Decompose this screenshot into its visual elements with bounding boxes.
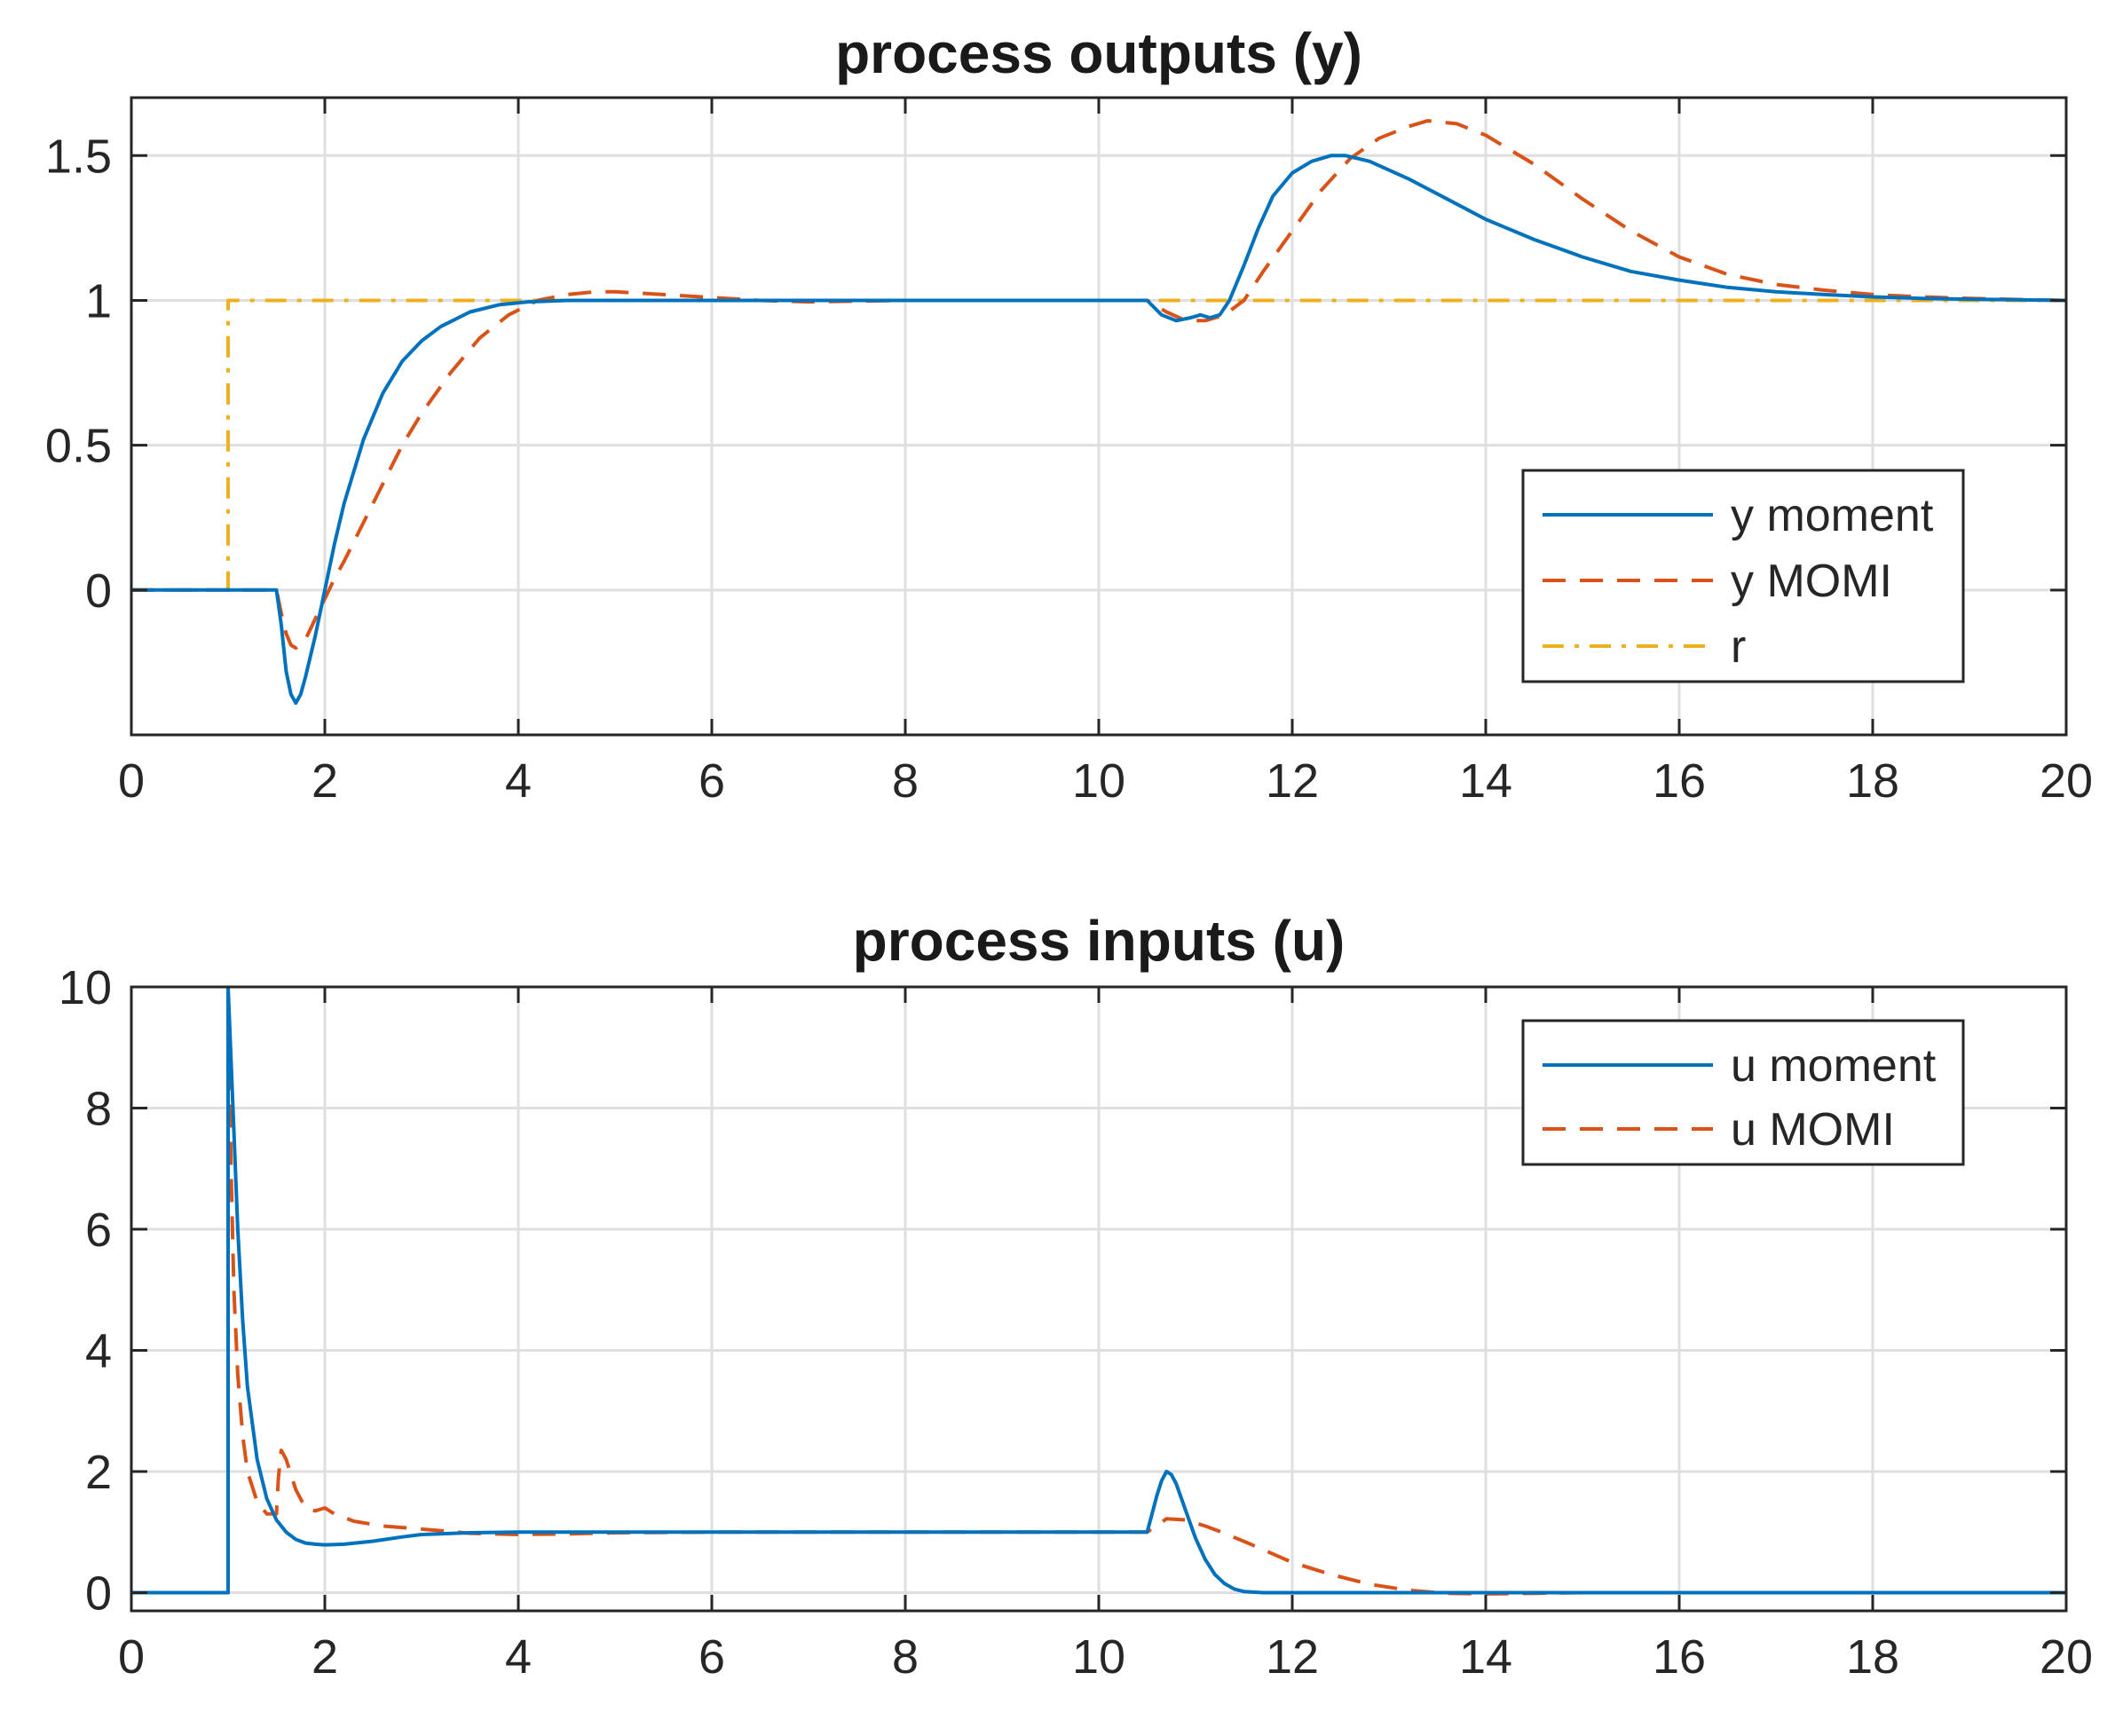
y-tick-label: 1 (85, 274, 112, 327)
legend-box (1521, 1019, 1965, 1166)
legend-label: y moment (1731, 490, 1934, 541)
legend-label: u moment (1731, 1040, 1937, 1092)
y-tick-label: 0 (85, 1567, 112, 1621)
x-tick-label: 16 (1653, 754, 1706, 808)
x-tick-label: 18 (1846, 1630, 1899, 1684)
y-tick-label: 10 (59, 961, 112, 1014)
x-tick-label: 20 (2040, 754, 2093, 808)
x-tick-label: 4 (505, 754, 532, 808)
x-tick-label: 10 (1072, 754, 1125, 808)
x-tick-label: 20 (2040, 1630, 2093, 1684)
series-line-y-moment (131, 154, 2066, 706)
legend-label: y MOMI (1731, 556, 1892, 607)
x-tick-label: 14 (1459, 1630, 1512, 1684)
x-tick-label: 10 (1072, 1630, 1125, 1684)
chart-process-outputs: 0 2 4 6 8 10 12 14 16 18 20 0 0.5 1 1.5 process outputs… (45, 21, 2093, 808)
y-tick-label: 1.5 (45, 130, 112, 183)
series-group (131, 987, 2066, 1596)
legend: u moment u MOMI (1521, 1019, 1965, 1166)
x-tick-label: 18 (1846, 754, 1899, 808)
x-tick-label: 16 (1653, 1630, 1706, 1684)
x-tick-label: 4 (505, 1630, 532, 1684)
y-tick-label: 0 (85, 564, 112, 618)
x-tick-label: 6 (698, 1630, 725, 1684)
x-tick-label: 14 (1459, 754, 1512, 808)
x-tick-label: 2 (312, 1630, 338, 1684)
x-tick-label: 2 (312, 754, 338, 808)
x-tick-label: 8 (892, 1630, 919, 1684)
legend-label: r (1731, 621, 1746, 673)
x-tick-label: 0 (118, 1630, 145, 1684)
x-tick-label: 12 (1266, 1630, 1319, 1684)
x-tick-label: 12 (1266, 754, 1319, 808)
y-tick-label: 8 (85, 1083, 112, 1136)
series-line-u-moment (131, 987, 2066, 1595)
legend-label: u MOMI (1731, 1104, 1895, 1156)
y-tick-label: 0.5 (45, 420, 112, 473)
y-tick-label: 6 (85, 1203, 112, 1257)
x-tick-label: 0 (118, 754, 145, 808)
chart-title: process inputs (u) (853, 909, 1346, 973)
series-line-u-momi (131, 987, 2066, 1596)
x-tick-label: 6 (698, 754, 725, 808)
legend: y moment y MOMI r (1521, 469, 1965, 683)
y-tick-label: 4 (85, 1325, 112, 1378)
chart-title: process outputs (y) (835, 21, 1362, 85)
y-tick-label: 2 (85, 1446, 112, 1499)
series-group (131, 119, 2066, 706)
chart-process-inputs: 0 2 4 6 8 10 12 14 16 18 20 0 2 4 6 8 10 process inputs (… (59, 909, 2093, 1684)
x-tick-label: 8 (892, 754, 919, 808)
